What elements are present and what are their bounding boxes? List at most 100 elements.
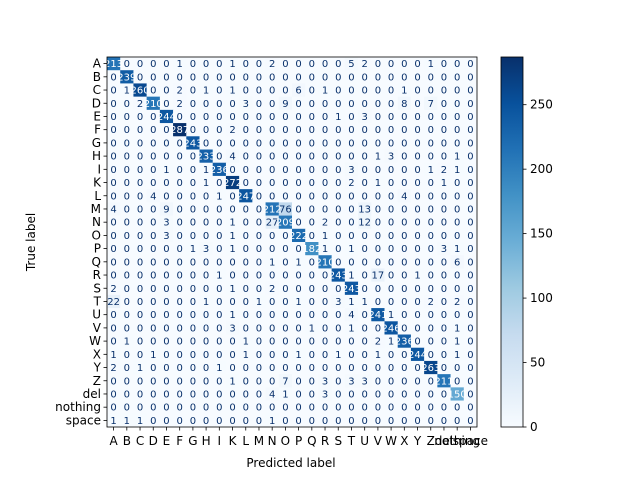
- heatmap-cell: [107, 400, 121, 415]
- heatmap-cell: [265, 228, 280, 243]
- heatmap-cell: [463, 215, 478, 230]
- heatmap-cell: [225, 387, 240, 401]
- heatmap-cell: [265, 255, 280, 269]
- heatmap-cell: [344, 360, 359, 375]
- heatmap-cell: [384, 136, 399, 150]
- heatmap-cell: [305, 96, 319, 111]
- cell-value-label: 0: [256, 99, 262, 110]
- cell-value-label: 0: [190, 284, 196, 295]
- cell-value-label: 0: [375, 403, 381, 414]
- heatmap-cell: [397, 360, 412, 375]
- heatmap-cell: [199, 400, 214, 415]
- heatmap-cell: [292, 228, 306, 243]
- heatmap-cell: [292, 255, 306, 269]
- x-tick-label: Y: [413, 434, 422, 448]
- heatmap-cell: [146, 96, 161, 111]
- heatmap-cell: [173, 321, 187, 335]
- cell-value-label: 0: [176, 310, 182, 321]
- heatmap-cell: [107, 149, 121, 164]
- cell-value-label: 0: [361, 416, 367, 427]
- cell-value-label: 0: [176, 337, 182, 348]
- cell-value-label: 0: [375, 86, 381, 97]
- heatmap-cell: [133, 255, 147, 269]
- cell-value-label: 1: [375, 350, 381, 361]
- heatmap-cell: [265, 189, 280, 203]
- heatmap-cell: [424, 374, 438, 388]
- heatmap-cell: [159, 321, 174, 335]
- cell-value-label: 0: [176, 204, 182, 215]
- heatmap-cell: [173, 162, 187, 177]
- heatmap-cell: [212, 149, 227, 164]
- heatmap-cell: [159, 109, 174, 124]
- cell-value-label: 0: [269, 99, 275, 110]
- heatmap-cell: [384, 321, 399, 335]
- cell-value-label: 1: [335, 112, 341, 123]
- heatmap-cell: [107, 202, 121, 216]
- cell-value-label: 0: [361, 125, 367, 136]
- heatmap-cell: [199, 70, 214, 84]
- cell-value-label: 0: [176, 138, 182, 149]
- heatmap-cell: [424, 202, 438, 216]
- cell-value-label: 0: [269, 363, 275, 374]
- heatmap-cell: [463, 347, 478, 362]
- cell-value-label: 0: [150, 165, 156, 176]
- heatmap-cell: [278, 109, 293, 124]
- cell-value-label: 0: [388, 257, 394, 268]
- cell-value-label: 1: [229, 310, 235, 321]
- heatmap-cell: [212, 57, 227, 71]
- cell-value-label: 0: [150, 231, 156, 242]
- cell-value-label: 0: [282, 125, 288, 136]
- heatmap-cell: [212, 70, 227, 84]
- cell-value-label: 0: [428, 204, 434, 215]
- cell-value-label: 1: [454, 165, 460, 176]
- cell-value-label: 0: [163, 389, 169, 400]
- cell-value-label: 0: [229, 297, 235, 308]
- heatmap-cell: [199, 360, 214, 375]
- cell-value-label: 0: [110, 244, 116, 255]
- cell-value-label: 0: [428, 271, 434, 282]
- heatmap-cell: [199, 149, 214, 164]
- cell-value-label: 0: [322, 323, 328, 334]
- cell-value-label: 1: [203, 297, 209, 308]
- cell-value-label: 263: [421, 363, 440, 374]
- cell-value-label: 0: [375, 125, 381, 136]
- cell-value-label: 0: [335, 204, 341, 215]
- cell-value-label: 0: [454, 231, 460, 242]
- cell-value-label: 0: [216, 125, 222, 136]
- cell-value-label: 0: [203, 416, 209, 427]
- cell-value-label: 0: [124, 403, 130, 414]
- heatmap-cell: [199, 387, 214, 401]
- cell-value-label: 0: [335, 152, 341, 163]
- colorbar-tick-label: 200: [530, 162, 553, 176]
- heatmap-cell: [305, 189, 319, 203]
- heatmap-cell: [252, 400, 266, 415]
- heatmap-cell: [424, 347, 438, 362]
- heatmap-cell: [265, 400, 280, 415]
- heatmap-cell: [146, 202, 161, 216]
- cell-value-label: 2: [322, 218, 328, 229]
- cell-value-label: 0: [229, 337, 235, 348]
- cell-value-label: 0: [243, 363, 249, 374]
- heatmap-cell: [318, 242, 332, 256]
- heatmap-cell: [344, 308, 359, 322]
- cell-value-label: 0: [335, 284, 341, 295]
- heatmap-cell: [146, 242, 161, 256]
- cell-value-label: 0: [176, 218, 182, 229]
- heatmap-cell: [331, 123, 346, 137]
- cell-value-label: 0: [150, 59, 156, 70]
- heatmap-cell: [305, 109, 319, 124]
- cell-value-label: 0: [190, 152, 196, 163]
- cell-value-label: 0: [295, 204, 301, 215]
- cell-value-label: 1: [454, 244, 460, 255]
- heatmap-cell: [437, 228, 451, 243]
- cell-value-label: 0: [282, 310, 288, 321]
- cell-value-label: 2: [375, 337, 381, 348]
- cell-value-label: 0: [216, 416, 222, 427]
- cell-value-label: 1: [176, 59, 182, 70]
- heatmap-cell: [225, 374, 240, 388]
- heatmap-cell: [384, 109, 399, 124]
- heatmap-cell: [450, 96, 465, 111]
- heatmap-cell: [463, 228, 478, 243]
- heatmap-cell: [173, 109, 187, 124]
- heatmap-cell: [344, 83, 359, 97]
